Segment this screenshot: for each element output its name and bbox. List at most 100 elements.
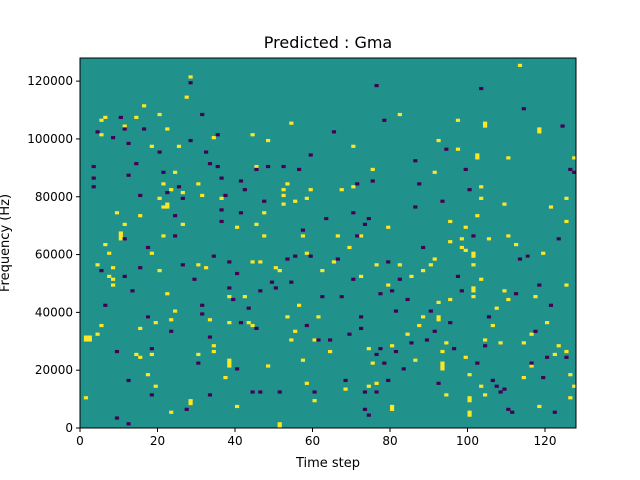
- heatmap-cell-high: [103, 115, 108, 119]
- heatmap-cell-low: [374, 390, 379, 394]
- heatmap-cell-high: [417, 323, 422, 328]
- heatmap-cell-low: [215, 164, 220, 169]
- heatmap-cell-low: [173, 214, 178, 218]
- heatmap-cell-high: [502, 289, 507, 293]
- heatmap-cell-high: [149, 352, 154, 357]
- heatmap-cell-high: [281, 193, 286, 198]
- heatmap-cell-high: [514, 243, 519, 247]
- heatmap-cell-high: [173, 170, 178, 174]
- heatmap-cell-low: [537, 283, 542, 287]
- y-tick-label: 20000: [35, 363, 73, 377]
- heatmap-cell-high: [235, 404, 240, 409]
- heatmap-cell-low: [335, 257, 340, 261]
- heatmap-cell-high: [529, 364, 534, 368]
- heatmap-cell-low: [494, 384, 499, 388]
- heatmap-cell-low: [308, 153, 313, 157]
- heatmap-cell-high: [455, 147, 461, 151]
- heatmap-cell-high: [99, 323, 104, 328]
- heatmap-cell-low: [91, 185, 96, 189]
- heatmap-cell-high: [107, 274, 112, 278]
- heatmap-cell-high: [521, 375, 526, 380]
- heatmap-cell-low: [347, 332, 352, 336]
- heatmap-cell-low: [401, 367, 406, 371]
- heatmap-cell-low: [235, 271, 240, 276]
- heatmap-cell-high: [277, 425, 282, 429]
- heatmap-cell-low: [448, 321, 453, 325]
- heatmap-cell-high: [138, 214, 143, 218]
- heatmap-cell-high: [471, 263, 476, 267]
- heatmap-cell-high: [254, 222, 259, 226]
- heatmap-cell-high: [359, 274, 364, 278]
- heatmap-cell-low: [207, 393, 213, 397]
- heatmap-cell-high: [304, 251, 309, 255]
- heatmap-cell-low: [285, 257, 290, 261]
- heatmap-cell-low: [386, 378, 391, 383]
- heatmap-cell-high: [161, 234, 166, 238]
- heatmap-cell-high: [111, 283, 116, 287]
- heatmap-cell-high: [490, 323, 495, 328]
- heatmap-cell-low: [215, 133, 220, 137]
- heatmap-cell-low: [343, 378, 348, 383]
- heatmap-cell-high: [436, 300, 441, 304]
- heatmap-cell-high: [390, 404, 395, 409]
- heatmap-cell-high: [204, 266, 209, 270]
- heatmap-cell-high: [502, 202, 507, 206]
- y-axis-label: Frequency (Hz): [0, 194, 13, 292]
- heatmap-cell-high: [335, 234, 340, 238]
- heatmap-cell-high: [444, 393, 449, 397]
- heatmap-cell-high: [118, 237, 123, 241]
- heatmap-cell-high: [347, 245, 352, 250]
- heatmap-cell-high: [285, 182, 290, 186]
- heatmap-cell-high: [300, 234, 306, 238]
- heatmap-cell-low: [258, 390, 263, 394]
- heatmap-cell-low: [413, 159, 418, 163]
- heatmap-cell-low: [428, 309, 433, 313]
- heatmap-cell-high: [421, 269, 426, 273]
- heatmap-cell-low: [328, 338, 333, 342]
- heatmap-cell-low: [545, 355, 550, 359]
- heatmap-cell-high: [440, 367, 445, 371]
- heatmap-cell-low: [266, 164, 271, 169]
- heatmap-cell-high: [463, 248, 468, 252]
- heatmap-cell-low: [351, 277, 356, 281]
- heatmap-cell-low: [273, 286, 278, 290]
- heatmap-cell-low: [188, 138, 193, 143]
- heatmap-cell-low: [262, 199, 267, 203]
- heatmap-cell-high: [273, 266, 278, 270]
- heatmap-cell-low: [382, 118, 387, 122]
- heatmap-cell-high: [188, 399, 193, 403]
- heatmap-cell-low: [521, 107, 526, 111]
- heatmap-cell-low: [207, 162, 213, 166]
- heatmap-cell-high: [254, 164, 259, 169]
- y-axis-ticks: 0 20000 40000 60000 80000 100000 120000: [27, 74, 80, 435]
- heatmap-cell-low: [339, 295, 344, 299]
- x-tick-label: 60: [305, 434, 320, 448]
- heatmap-cell-high: [134, 352, 139, 357]
- heatmap-cell-low: [200, 112, 205, 117]
- heatmap-cell-high: [169, 410, 174, 414]
- heatmap-cell-low: [207, 335, 213, 339]
- x-tick-label: 20: [150, 434, 165, 448]
- heatmap-cell-high: [374, 381, 379, 385]
- heatmap-cell-low: [378, 292, 383, 296]
- heatmap-cell-low: [227, 260, 232, 264]
- heatmap-cell-low: [122, 274, 127, 278]
- heatmap-cell-high: [366, 384, 371, 388]
- heatmap-cell-high: [134, 115, 139, 119]
- heatmap-cell-low: [130, 289, 135, 293]
- heatmap-cell-high: [227, 361, 232, 365]
- y-tick-label: 120000: [27, 74, 73, 88]
- heatmap-cell-high: [370, 167, 375, 172]
- heatmap-cell-high: [479, 384, 484, 388]
- heatmap-cell-high: [161, 205, 166, 209]
- heatmap-cell-low: [103, 303, 108, 307]
- heatmap-cell-low: [258, 289, 263, 293]
- heatmap-cell-low: [459, 289, 464, 293]
- heatmap-cell-high: [266, 138, 271, 143]
- heatmap-cell-high: [537, 127, 542, 131]
- heatmap-cell-high: [149, 144, 154, 148]
- heatmap-cell-high: [475, 153, 480, 157]
- heatmap-cell-high: [138, 355, 143, 359]
- heatmap-cell-low: [238, 321, 244, 325]
- heatmap-cell-low: [219, 219, 224, 224]
